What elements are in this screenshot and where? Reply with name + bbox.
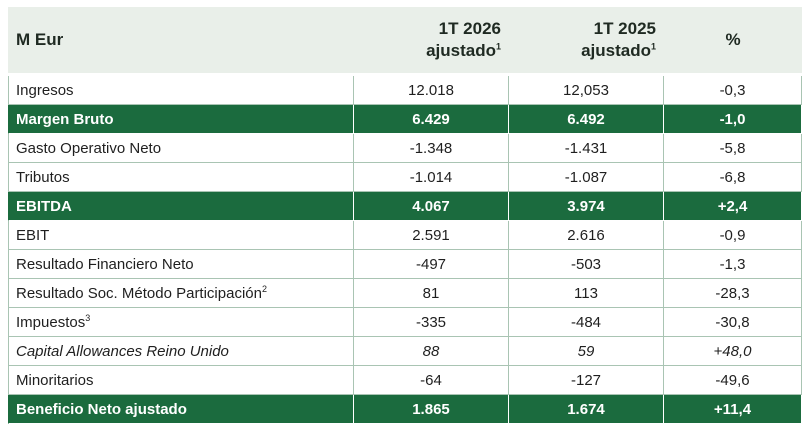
- value-percent: -0,9: [664, 221, 802, 250]
- table-row-ebit: EBIT 2.591 2.616 -0,9: [8, 221, 802, 250]
- value-1t2025: -1.087: [509, 163, 664, 192]
- row-label: Impuestos3: [8, 308, 354, 337]
- header-1t2026-line2: ajustado: [426, 41, 496, 60]
- value-percent: +11,4: [664, 395, 802, 424]
- value-percent: -30,8: [664, 308, 802, 337]
- row-label: Resultado Financiero Neto: [8, 250, 354, 279]
- table-row-gasto-operativo: Gasto Operativo Neto -1.348 -1.431 -5,8: [8, 134, 802, 163]
- value-1t2025: -127: [509, 366, 664, 395]
- value-percent: -28,3: [664, 279, 802, 308]
- value-1t2025: 12,053: [509, 76, 664, 105]
- footnote-1: 1: [650, 41, 656, 52]
- value-percent: +48,0: [664, 337, 802, 366]
- value-1t2025: -1.431: [509, 134, 664, 163]
- table-row-tributos: Tributos -1.014 -1.087 -6,8: [8, 163, 802, 192]
- value-1t2025: 6.492: [509, 105, 664, 134]
- value-1t2025: 59: [509, 337, 664, 366]
- row-label: Margen Bruto: [8, 105, 354, 134]
- row-label: Beneficio Neto ajustado: [8, 395, 354, 424]
- value-1t2026: 4.067: [354, 192, 509, 221]
- value-1t2026: -1.014: [354, 163, 509, 192]
- row-label: Gasto Operativo Neto: [8, 134, 354, 163]
- footnote-1: 1: [495, 41, 501, 52]
- value-1t2026: -64: [354, 366, 509, 395]
- value-1t2026: 6.429: [354, 105, 509, 134]
- value-percent: -1,3: [664, 250, 802, 279]
- value-1t2025: -503: [509, 250, 664, 279]
- row-label: Tributos: [8, 163, 354, 192]
- footnote-2: 2: [261, 283, 267, 294]
- header-1t2026-line1: 1T 2026: [438, 19, 501, 38]
- value-1t2026: 1.865: [354, 395, 509, 424]
- value-1t2025: 113: [509, 279, 664, 308]
- table-row-beneficio-neto: Beneficio Neto ajustado 1.865 1.674 +11,…: [8, 395, 802, 424]
- table-header-row: M Eur 1T 2026 ajustado1 1T 2025 ajustado…: [8, 7, 802, 73]
- value-1t2025: -484: [509, 308, 664, 337]
- header-1t2026: 1T 2026 ajustado1: [354, 7, 509, 73]
- value-percent: -0,3: [664, 76, 802, 105]
- table-row-resultado-soc: Resultado Soc. Método Participación2 81 …: [8, 279, 802, 308]
- value-1t2026: 81: [354, 279, 509, 308]
- value-1t2026: -497: [354, 250, 509, 279]
- table-row-capital-allowances: Capital Allowances Reino Unido 88 59 +48…: [8, 337, 802, 366]
- table-row-impuestos: Impuestos3 -335 -484 -30,8: [8, 308, 802, 337]
- results-table: M Eur 1T 2026 ajustado1 1T 2025 ajustado…: [8, 7, 802, 424]
- table-row-resultado-financiero: Resultado Financiero Neto -497 -503 -1,3: [8, 250, 802, 279]
- row-label: Resultado Soc. Método Participación2: [8, 279, 354, 308]
- table-row-ingresos: Ingresos 12.018 12,053 -0,3: [8, 76, 802, 105]
- table-row-margen-bruto: Margen Bruto 6.429 6.492 -1,0: [8, 105, 802, 134]
- footnote-3: 3: [85, 312, 91, 323]
- value-1t2025: 1.674: [509, 395, 664, 424]
- row-label: Minoritarios: [8, 366, 354, 395]
- row-label: Ingresos: [8, 76, 354, 105]
- value-1t2026: 2.591: [354, 221, 509, 250]
- value-1t2026: 12.018: [354, 76, 509, 105]
- value-percent: -49,6: [664, 366, 802, 395]
- value-1t2025: 3.974: [509, 192, 664, 221]
- header-1t2025: 1T 2025 ajustado1: [509, 7, 664, 73]
- header-1t2025-line1: 1T 2025: [593, 19, 656, 38]
- row-label: EBIT: [8, 221, 354, 250]
- header-1t2025-line2: ajustado: [581, 41, 651, 60]
- header-label: M Eur: [8, 7, 354, 73]
- value-percent: -5,8: [664, 134, 802, 163]
- value-percent: +2,4: [664, 192, 802, 221]
- value-1t2026: -1.348: [354, 134, 509, 163]
- row-label-text: Resultado Soc. Método Participación: [16, 284, 262, 302]
- value-percent: -1,0: [664, 105, 802, 134]
- value-1t2026: -335: [354, 308, 509, 337]
- row-label: Capital Allowances Reino Unido: [8, 337, 354, 366]
- row-label-text: Impuestos: [16, 313, 86, 331]
- table-row-minoritarios: Minoritarios -64 -127 -49,6: [8, 366, 802, 395]
- results-table-container: M Eur 1T 2026 ajustado1 1T 2025 ajustado…: [8, 7, 802, 424]
- header-percent: %: [664, 7, 802, 73]
- value-1t2025: 2.616: [509, 221, 664, 250]
- row-label: EBITDA: [8, 192, 354, 221]
- table-row-ebitda: EBITDA 4.067 3.974 +2,4: [8, 192, 802, 221]
- value-1t2026: 88: [354, 337, 509, 366]
- value-percent: -6,8: [664, 163, 802, 192]
